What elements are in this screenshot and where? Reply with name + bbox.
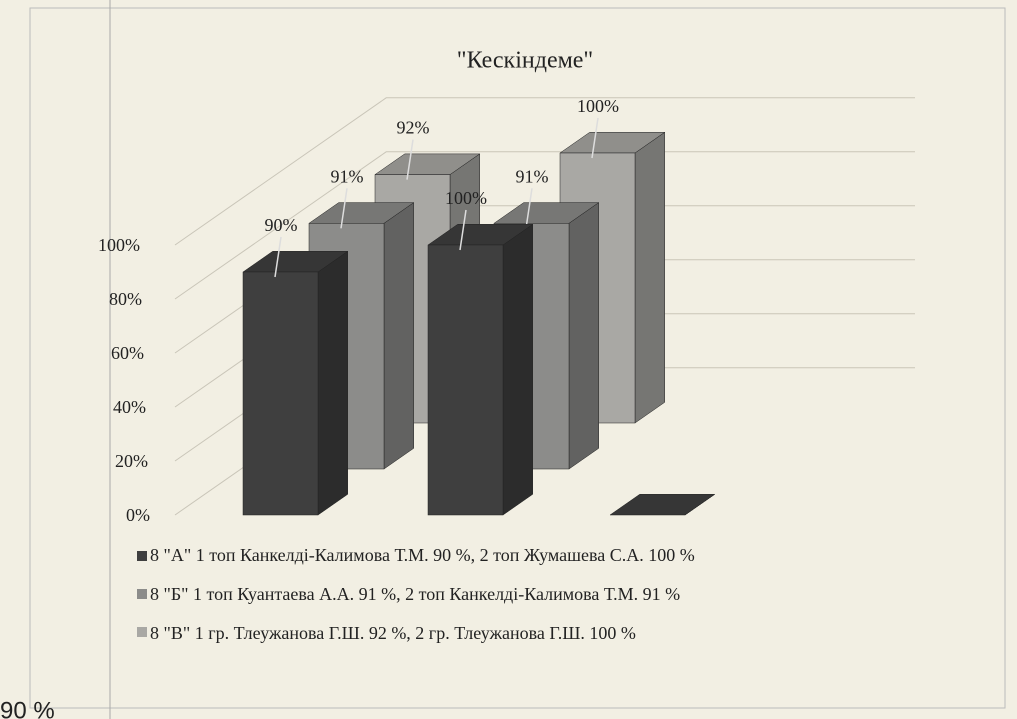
bar-front — [242, 271, 319, 516]
chart-title: "Кескіндеме" — [457, 48, 593, 74]
y-tick-label: 20% — [115, 451, 148, 471]
bar-top — [609, 494, 716, 516]
bar-side — [502, 223, 533, 516]
data-label: 90% — [265, 215, 298, 235]
bar-side — [383, 202, 414, 470]
legend-label: 8 "В" 1 гр. Тлеужанова Г.Ш. 92 %, 2 гр. … — [150, 623, 636, 643]
y-tick-label: 0% — [126, 505, 150, 525]
footer-text: 90 % — [0, 697, 55, 719]
data-label: 91% — [331, 166, 364, 186]
grid-line — [174, 97, 915, 246]
grid-line — [174, 151, 915, 300]
legend-marker — [137, 627, 147, 637]
data-label: 92% — [397, 118, 430, 138]
legend-label: 8 "Б" 1 топ Куантаева А.А. 91 %, 2 топ К… — [150, 584, 680, 604]
label-leader — [340, 188, 348, 229]
y-tick-label: 100% — [98, 235, 140, 255]
legend-marker — [137, 589, 147, 599]
label-leader — [591, 117, 599, 159]
bar-side — [317, 250, 348, 516]
bar-side — [568, 202, 599, 470]
label-leader — [274, 236, 282, 278]
bar-front — [427, 244, 504, 516]
y-tick-label: 80% — [109, 289, 142, 309]
y-tick-label: 60% — [111, 343, 144, 363]
legend-label: 8 "А" 1 топ Канкелді-Калимова Т.М. 90 %,… — [150, 545, 695, 565]
legend-marker — [137, 551, 147, 561]
bar-side — [634, 131, 665, 424]
label-leader — [459, 209, 467, 251]
data-label: 100% — [445, 188, 487, 208]
chart-frame — [29, 7, 1006, 709]
data-label: 91% — [516, 166, 549, 186]
label-leader — [525, 188, 533, 229]
label-leader — [406, 139, 414, 180]
y-tick-label: 40% — [113, 397, 146, 417]
data-label: 100% — [577, 96, 619, 116]
